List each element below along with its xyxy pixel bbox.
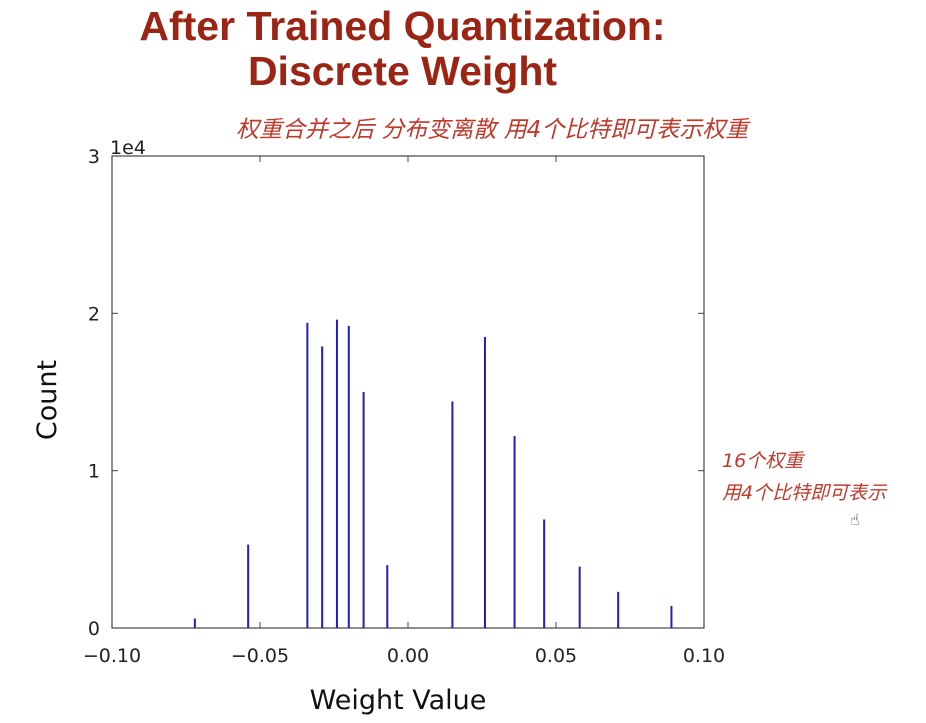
x-tick-label: −0.10 [83,645,141,667]
slide-title-line1: After Trained Quantization: [139,3,666,49]
y-exponent-label: 1e4 [110,137,146,159]
slide-title-line2: Discrete Weight [247,48,558,94]
histogram-bar [670,605,673,628]
histogram-bar [306,322,309,628]
x-tick-label: −0.05 [231,645,289,667]
histogram-bar [578,566,581,628]
slide-title: After Trained Quantization: Discrete Wei… [0,4,805,94]
bar-group [193,319,673,628]
histogram-bar [321,346,324,628]
x-axis-label: Weight Value [310,685,487,716]
histogram-bar [247,544,250,628]
plot-frame [111,155,705,629]
histogram-bar [451,401,454,628]
y-tick-label: 0 [88,618,100,640]
x-axis-ticks: −0.10 −0.05 0.00 0.05 0.10 [83,156,725,667]
histogram-bar [386,565,389,628]
y-axis-label: Count [32,360,63,440]
x-tick-label: 0.05 [535,645,577,667]
histogram-bar [513,436,516,628]
handwritten-annotation-top: 权重合并之后 分布变离散 用4个比特即可表示权重 [236,117,749,143]
hand-cursor-icon: ☝ [850,510,860,529]
y-tick-label: 3 [88,146,100,168]
x-tick-label: 0.00 [387,645,429,667]
histogram-bar [617,591,620,628]
annotation-side-line1: 16个权重 [722,450,804,472]
histogram-bar [193,618,196,628]
histogram-bar [335,319,338,628]
histogram-bar [347,325,350,628]
histogram-bar [362,392,365,628]
handwritten-annotation-side: 16个权重 用4个比特即可表示 [722,445,886,509]
x-tick-label: 0.10 [683,645,725,667]
y-axis-ticks: 0 1 2 3 [88,146,704,640]
histogram-bar [543,519,546,628]
y-tick-label: 1 [88,461,100,483]
histogram-bar [483,336,486,628]
y-tick-label: 2 [88,303,100,325]
annotation-side-line2: 用4个比特即可表示 [722,482,887,504]
